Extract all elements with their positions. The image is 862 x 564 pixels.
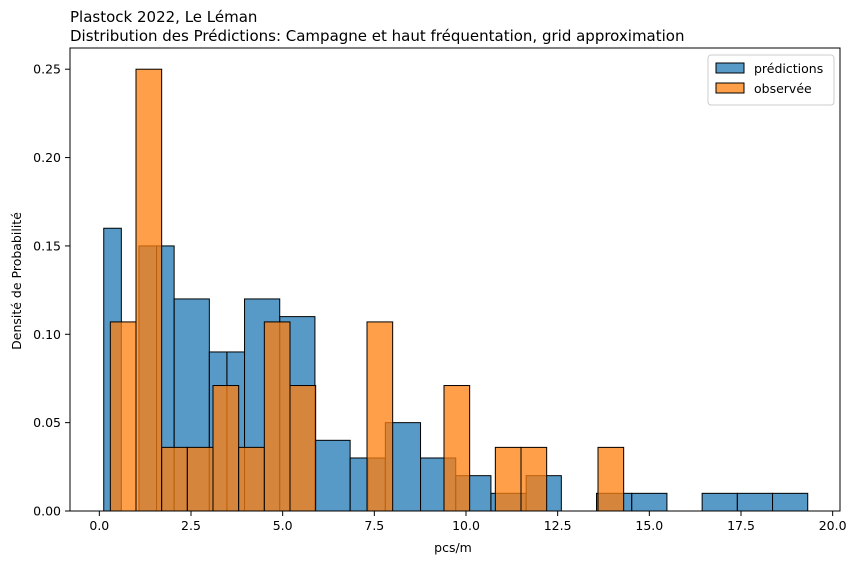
bar-2-9 — [366, 321, 394, 512]
legend-swatch-1 — [715, 62, 745, 74]
legend-swatch-2 — [715, 82, 745, 94]
y-tick-label: 0.00 — [33, 504, 61, 519]
bar-1-10 — [314, 439, 351, 512]
bar-2-10 — [443, 385, 471, 512]
chart-title: Plastock 2022, Le Léman — [70, 8, 257, 26]
bar-2-6 — [238, 446, 265, 512]
x-tick-label: 0.0 — [89, 518, 109, 533]
plot-border — [69, 47, 841, 512]
bar-2-11 — [494, 446, 522, 512]
y-axis-label: Densité de Probabilité — [9, 212, 24, 350]
x-tick-label: 20.0 — [819, 518, 847, 533]
bar-2-12 — [520, 446, 548, 512]
x-tick-label: 10.0 — [452, 518, 480, 533]
x-axis-label: pcs/m — [434, 540, 472, 555]
y-tick-label: 0.20 — [33, 150, 61, 165]
chart-subtitle: Distribution des Prédictions: Campagne e… — [70, 27, 684, 45]
bar-2-3 — [161, 446, 188, 512]
x-tick-label: 17.5 — [727, 518, 755, 533]
bar-1-11 — [349, 457, 369, 512]
x-tick-label: 12.5 — [544, 518, 572, 533]
bar-2-5 — [212, 385, 240, 512]
legend-label-1: prédictions — [754, 61, 823, 76]
bar-1-21 — [736, 492, 774, 512]
x-tick-label: 15.0 — [635, 518, 663, 533]
bar-1-19 — [631, 492, 668, 512]
y-tick-label: 0.15 — [33, 238, 61, 253]
bars-layer — [103, 68, 809, 512]
bar-2-7 — [263, 321, 291, 512]
bar-2-8 — [289, 385, 317, 512]
x-tick-label: 7.5 — [364, 518, 384, 533]
ticks-layer: 0.0 2.5 5.0 7.5 10.0 12.5 15.0 17.5 20.0 0.00 0.05… — [33, 62, 846, 533]
bar-2-4 — [186, 446, 214, 512]
y-tick-label: 0.10 — [33, 327, 61, 342]
bar-1-22 — [772, 492, 809, 512]
x-tick-label: 2.5 — [181, 518, 201, 533]
x-tick-label: 5.0 — [273, 518, 293, 533]
y-tick-label: 0.25 — [33, 62, 61, 77]
y-tick-label: 0.05 — [33, 415, 61, 430]
axes-frame — [69, 47, 841, 512]
series-2 — [109, 68, 625, 512]
legend: prédictions observée — [707, 54, 835, 106]
bar-2-13 — [597, 446, 625, 512]
legend-label-2: observée — [754, 81, 812, 96]
bar-2-2 — [135, 68, 163, 512]
bar-2-1 — [109, 321, 137, 512]
bar-1-20 — [701, 492, 738, 512]
